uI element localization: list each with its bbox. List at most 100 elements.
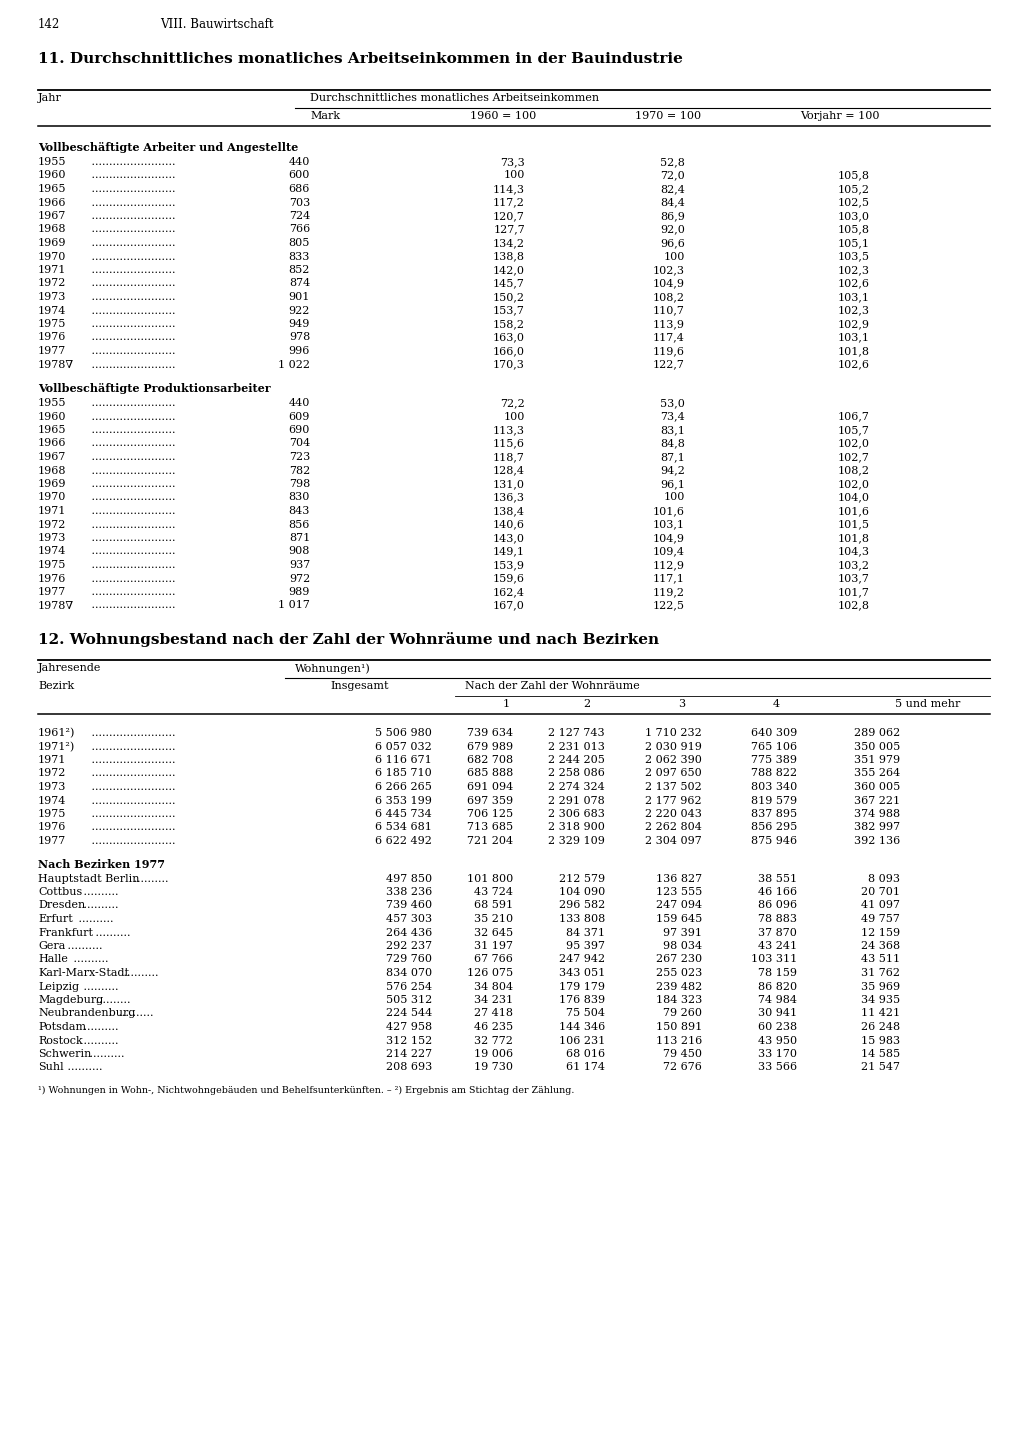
Text: 113 216: 113 216 xyxy=(655,1035,702,1045)
Text: 103,1: 103,1 xyxy=(838,292,870,302)
Text: 149,1: 149,1 xyxy=(493,547,525,556)
Text: ........................: ........................ xyxy=(88,439,175,448)
Text: 1971: 1971 xyxy=(38,505,67,516)
Text: 2 244 205: 2 244 205 xyxy=(548,755,605,765)
Text: 1976: 1976 xyxy=(38,822,67,832)
Text: 239 482: 239 482 xyxy=(655,982,702,992)
Text: 871: 871 xyxy=(289,533,310,543)
Text: Vollbeschäftigte Produktionsarbeiter: Vollbeschäftigte Produktionsarbeiter xyxy=(38,383,270,395)
Text: 49 757: 49 757 xyxy=(861,914,900,924)
Text: 102,3: 102,3 xyxy=(838,305,870,315)
Text: 1970 = 100: 1970 = 100 xyxy=(635,111,701,121)
Text: 2 258 086: 2 258 086 xyxy=(548,769,605,779)
Text: 102,3: 102,3 xyxy=(653,265,685,275)
Text: 26 248: 26 248 xyxy=(861,1022,900,1032)
Text: 440: 440 xyxy=(289,397,310,408)
Text: 1971: 1971 xyxy=(38,265,67,275)
Text: ........................: ........................ xyxy=(88,795,175,805)
Text: 104 090: 104 090 xyxy=(559,887,605,897)
Text: 143,0: 143,0 xyxy=(493,533,525,543)
Text: ........................: ........................ xyxy=(88,837,175,845)
Text: 162,4: 162,4 xyxy=(493,588,525,598)
Text: 96,6: 96,6 xyxy=(660,238,685,248)
Text: ..........: .......... xyxy=(81,1022,119,1032)
Text: ........................: ........................ xyxy=(88,505,175,516)
Text: 713 685: 713 685 xyxy=(467,822,513,832)
Text: Hauptstadt Berlin: Hauptstadt Berlin xyxy=(38,874,139,884)
Text: 68 591: 68 591 xyxy=(474,900,513,910)
Text: ..........: .......... xyxy=(70,955,108,965)
Text: ..........: .......... xyxy=(91,927,130,937)
Text: 6 622 492: 6 622 492 xyxy=(375,837,432,845)
Text: 87,1: 87,1 xyxy=(660,452,685,462)
Text: 224 544: 224 544 xyxy=(386,1008,432,1018)
Text: 679 989: 679 989 xyxy=(467,742,513,752)
Text: 2 304 097: 2 304 097 xyxy=(645,837,702,845)
Text: 60 238: 60 238 xyxy=(758,1022,797,1032)
Text: 1966: 1966 xyxy=(38,197,67,207)
Text: 2 274 324: 2 274 324 xyxy=(548,782,605,792)
Text: 159 645: 159 645 xyxy=(655,914,702,924)
Text: 264 436: 264 436 xyxy=(386,927,432,937)
Text: ........................: ........................ xyxy=(88,547,175,556)
Text: 11. Durchschnittliches monatliches Arbeitseinkommen in der Bauindustrie: 11. Durchschnittliches monatliches Arbei… xyxy=(38,52,683,66)
Text: 100: 100 xyxy=(664,492,685,503)
Text: 19 006: 19 006 xyxy=(474,1048,513,1058)
Text: 94,2: 94,2 xyxy=(660,465,685,475)
Text: ........................: ........................ xyxy=(88,533,175,543)
Text: 367 221: 367 221 xyxy=(854,795,900,805)
Text: 46 166: 46 166 xyxy=(758,887,797,897)
Text: 6 534 681: 6 534 681 xyxy=(375,822,432,832)
Text: 1968: 1968 xyxy=(38,465,67,475)
Text: 30 941: 30 941 xyxy=(758,1008,797,1018)
Text: ..........: .......... xyxy=(81,900,119,910)
Text: 98 034: 98 034 xyxy=(663,940,702,950)
Text: Halle: Halle xyxy=(38,955,68,965)
Text: 609: 609 xyxy=(289,412,310,422)
Text: 102,6: 102,6 xyxy=(838,360,870,370)
Text: 1971: 1971 xyxy=(38,755,67,765)
Text: 440: 440 xyxy=(289,157,310,167)
Text: 2 329 109: 2 329 109 xyxy=(548,837,605,845)
Text: 721 204: 721 204 xyxy=(467,837,513,845)
Text: 102,0: 102,0 xyxy=(838,439,870,448)
Text: 100: 100 xyxy=(504,170,525,180)
Text: 158,2: 158,2 xyxy=(493,320,525,328)
Text: 2 220 043: 2 220 043 xyxy=(645,809,702,819)
Text: ..........: .......... xyxy=(86,1048,125,1058)
Text: 136,3: 136,3 xyxy=(493,492,525,503)
Text: 1971²): 1971²) xyxy=(38,742,75,752)
Text: 837 895: 837 895 xyxy=(751,809,797,819)
Text: 37 870: 37 870 xyxy=(758,927,797,937)
Text: 184 323: 184 323 xyxy=(655,995,702,1005)
Text: 72,0: 72,0 xyxy=(660,170,685,180)
Text: 1955: 1955 xyxy=(38,397,67,408)
Text: 6 266 265: 6 266 265 xyxy=(375,782,432,792)
Text: ..........: .......... xyxy=(81,887,119,897)
Text: 78 159: 78 159 xyxy=(758,968,797,978)
Text: 1961²): 1961²) xyxy=(38,729,76,739)
Text: 117,1: 117,1 xyxy=(653,573,685,583)
Text: 576 254: 576 254 xyxy=(386,982,432,992)
Text: 52,8: 52,8 xyxy=(660,157,685,167)
Text: 43 950: 43 950 xyxy=(758,1035,797,1045)
Text: 31 197: 31 197 xyxy=(474,940,513,950)
Text: 73,3: 73,3 xyxy=(501,157,525,167)
Text: 61 174: 61 174 xyxy=(566,1063,605,1073)
Text: ........................: ........................ xyxy=(88,238,175,248)
Text: 53,0: 53,0 xyxy=(660,397,685,408)
Text: 922: 922 xyxy=(289,305,310,315)
Text: ........................: ........................ xyxy=(88,397,175,408)
Text: 84 371: 84 371 xyxy=(566,927,605,937)
Text: 101,8: 101,8 xyxy=(838,533,870,543)
Text: 6 185 710: 6 185 710 xyxy=(375,769,432,779)
Text: ........................: ........................ xyxy=(88,333,175,343)
Text: Schwerin: Schwerin xyxy=(38,1048,91,1058)
Text: 101,6: 101,6 xyxy=(653,505,685,516)
Text: 2 231 013: 2 231 013 xyxy=(548,742,605,752)
Text: 12 159: 12 159 xyxy=(861,927,900,937)
Text: 937: 937 xyxy=(289,560,310,570)
Text: 83,1: 83,1 xyxy=(660,425,685,435)
Text: 706 125: 706 125 xyxy=(467,809,513,819)
Text: 145,7: 145,7 xyxy=(494,278,525,288)
